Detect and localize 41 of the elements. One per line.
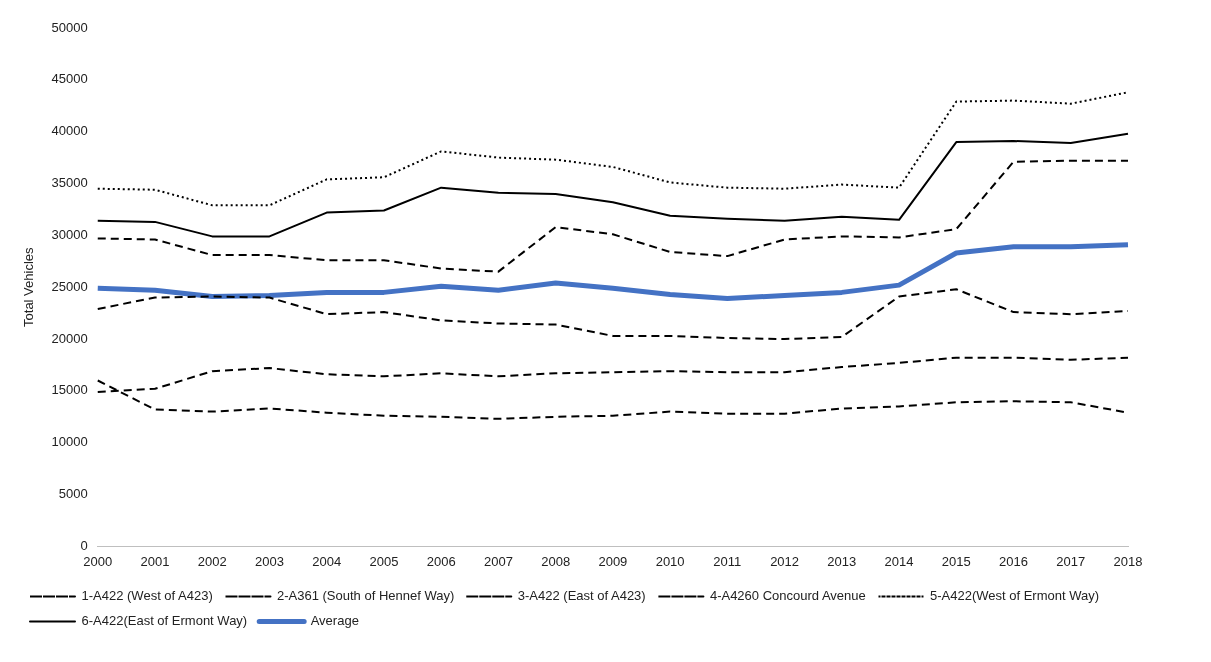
x-tick-label: 2010 xyxy=(655,553,685,569)
legend-label: Average xyxy=(310,613,359,629)
x-tick-label: 2013 xyxy=(827,553,857,569)
x-tick-label: 2011 xyxy=(713,553,742,569)
x-tick-label: 2015 xyxy=(941,553,971,569)
y-tick-label: 20000 xyxy=(51,330,88,346)
line-series xyxy=(96,159,1129,273)
legend-label: 3-A422 (East of A423) xyxy=(517,588,646,604)
x-tick-label: 2016 xyxy=(999,553,1028,569)
y-tick-label: 40000 xyxy=(51,123,88,139)
x-tick-label: 2009 xyxy=(598,553,628,569)
x-tick-label: 2002 xyxy=(197,553,227,569)
x-tick-label: 2001 xyxy=(140,553,170,569)
y-tick-label: 35000 xyxy=(51,175,88,191)
line-series xyxy=(96,91,1129,207)
x-tick-label: 2008 xyxy=(541,553,571,569)
x-tick-label: 2004 xyxy=(312,553,342,569)
legend-label: 5-A422(West of Ermont Way) xyxy=(930,588,1100,604)
y-tick-label: 45000 xyxy=(51,71,88,87)
x-tick-label: 2018 xyxy=(1113,553,1143,569)
legend-label: 2-A361 (South of Hennef Way) xyxy=(276,588,455,604)
x-tick-label: 2007 xyxy=(483,553,513,569)
legend-label: 6-A422(East of Ermont Way) xyxy=(81,613,248,629)
x-tick-label: 2005 xyxy=(369,553,399,569)
x-tick-label: 2003 xyxy=(255,553,284,569)
y-tick-label: 30000 xyxy=(51,226,88,242)
y-tick-label: 50000 xyxy=(51,19,88,35)
y-tick-label: 0 xyxy=(80,537,88,553)
y-tick-label: 5000 xyxy=(58,486,88,502)
x-tick-label: 2006 xyxy=(426,553,456,569)
y-tick-label: 10000 xyxy=(51,434,88,450)
x-tick-label: 2014 xyxy=(884,553,914,569)
x-tick-label: 2012 xyxy=(770,553,800,569)
x-tick-label: 2017 xyxy=(1056,553,1086,569)
y-tick-label: 25000 xyxy=(51,278,88,294)
y-tick-label: 15000 xyxy=(51,382,88,398)
legend-label: 4-A4260 Concourd Avenue xyxy=(709,588,866,604)
x-tick-label: 2000 xyxy=(83,553,113,569)
line-series xyxy=(96,288,1129,341)
y-axis-title: Total Vehicles xyxy=(21,246,37,327)
legend-label: 1-A422 (West of A423) xyxy=(81,588,213,604)
